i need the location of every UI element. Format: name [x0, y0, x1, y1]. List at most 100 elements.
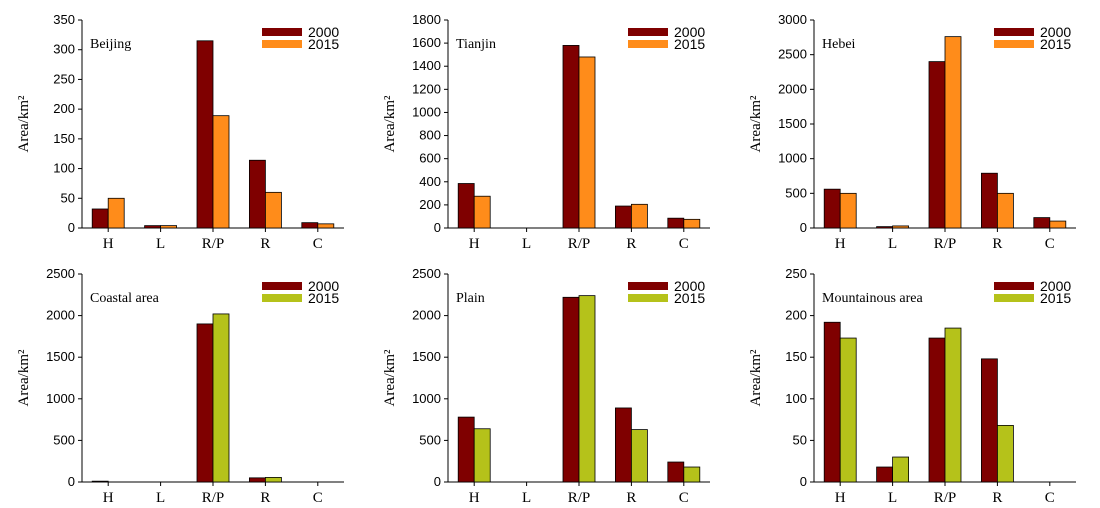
x-tick-label: H — [103, 490, 114, 506]
y-tick-label: 1200 — [412, 81, 441, 96]
bar-2015-h — [839, 192, 857, 229]
y-axis-title: Area/km² — [748, 95, 764, 152]
bar-2015-r-p — [944, 36, 962, 229]
bar-2000-l — [144, 225, 162, 229]
chart-svg: 0 500 1000 1500 2000 2500 3000 Area/km² H L R/P R C H… — [748, 12, 1076, 252]
x-tick-label: R/P — [202, 236, 225, 252]
bar-2015-c — [1049, 220, 1067, 229]
bar-2015-r — [264, 477, 282, 483]
y-tick-label: 200 — [785, 308, 807, 323]
chart-title: Coastal area — [90, 291, 160, 306]
bar-2000-r-p — [928, 61, 946, 229]
legend-swatch-2015 — [994, 40, 1034, 48]
x-tick-label: R — [992, 490, 1002, 506]
chart-svg: 0 500 1000 1500 2000 2500 Area/km² H L R/P R C Coast… — [16, 266, 344, 506]
x-tick-label: R/P — [934, 490, 957, 506]
legend-label-2015: 2015 — [674, 36, 705, 52]
y-tick-label: 1500 — [46, 349, 75, 364]
y-tick-label: 2000 — [46, 308, 75, 323]
y-tick-label: 500 — [785, 185, 807, 200]
legend-label-2015: 2015 — [1040, 290, 1071, 306]
legend-label-2015: 2015 — [308, 290, 339, 306]
bar-2015-h — [473, 428, 491, 483]
x-tick-label: L — [888, 236, 897, 252]
legend-label-2000: 2000 — [308, 278, 339, 294]
x-tick-label: L — [156, 236, 165, 252]
y-tick-label: 1000 — [412, 104, 441, 119]
chart-title: Tianjin — [456, 37, 496, 52]
y-tick-label: 0 — [434, 474, 441, 489]
bar-2015-r — [630, 429, 648, 483]
y-tick-label: 2000 — [778, 81, 807, 96]
chart-title: Hebei — [822, 37, 856, 52]
y-tick-label: 250 — [53, 71, 75, 86]
chart-svg: 0 50 100 150 200 250 Area/km² H L R/P R C Mountainou… — [748, 266, 1076, 506]
y-tick-label: 400 — [419, 174, 441, 189]
legend-swatch-2000 — [262, 282, 302, 290]
legend-swatch-2015 — [262, 294, 302, 302]
x-tick-label: H — [103, 236, 114, 252]
x-tick-label: C — [313, 490, 323, 506]
legend-swatch-2015 — [628, 40, 668, 48]
y-tick-label: 50 — [61, 190, 75, 205]
y-tick-label: 800 — [419, 128, 441, 143]
bar-2000-h — [91, 480, 109, 483]
x-tick-label: C — [1045, 490, 1055, 506]
legend-swatch-2000 — [262, 28, 302, 36]
legend-label-2000: 2000 — [1040, 278, 1071, 294]
x-tick-label: L — [522, 236, 531, 252]
x-tick-label: R — [626, 490, 636, 506]
bar-2000-c — [301, 222, 319, 229]
x-tick-label: C — [313, 236, 323, 252]
bar-2015-c — [683, 218, 701, 229]
y-tick-label: 150 — [785, 349, 807, 364]
y-tick-label: 0 — [68, 220, 75, 235]
y-axis-title: Area/km² — [382, 95, 398, 152]
bar-2000-r — [248, 477, 266, 483]
bar-2000-r — [614, 205, 632, 229]
y-axis-title: Area/km² — [16, 349, 32, 406]
y-axis-title: Area/km² — [382, 349, 398, 406]
bar-2015-l — [892, 456, 910, 483]
x-tick-label: C — [1045, 236, 1055, 252]
y-tick-label: 50 — [793, 432, 807, 447]
x-tick-label: L — [156, 490, 165, 506]
bar-2015-r — [996, 192, 1014, 229]
y-tick-label: 350 — [53, 12, 75, 27]
y-tick-label: 300 — [53, 42, 75, 57]
y-tick-label: 1800 — [412, 12, 441, 27]
y-tick-label: 1000 — [46, 391, 75, 406]
bar-2015-r — [996, 425, 1014, 483]
chart-panel-hebei: 0 500 1000 1500 2000 2500 3000 Area/km² H L R/P R C H… — [732, 0, 1098, 254]
y-tick-label: 0 — [68, 474, 75, 489]
bar-2000-r — [614, 407, 632, 483]
y-tick-label: 1000 — [412, 391, 441, 406]
legend-swatch-2015 — [628, 294, 668, 302]
legend-swatch-2015 — [994, 294, 1034, 302]
legend-label-2000: 2000 — [674, 24, 705, 40]
chart-panel-mountainous-area: 0 50 100 150 200 250 Area/km² H L R/P R C Mountainou… — [732, 254, 1098, 508]
bar-2000-r-p — [196, 40, 214, 229]
y-tick-label: 0 — [800, 220, 807, 235]
y-tick-label: 500 — [53, 432, 75, 447]
bar-2015-c — [683, 466, 701, 483]
x-tick-label: R/P — [568, 236, 591, 252]
bar-2000-c — [667, 461, 685, 483]
y-tick-label: 100 — [53, 161, 75, 176]
bar-2015-r-p — [578, 56, 596, 229]
chart-panel-plain: 0 500 1000 1500 2000 2500 Area/km² H L R/P R C Plain… — [366, 254, 732, 508]
bar-2015-h — [107, 197, 125, 229]
legend-label-2000: 2000 — [1040, 24, 1071, 40]
chart-title: Mountainous area — [822, 291, 923, 306]
legend-label-2015: 2015 — [308, 36, 339, 52]
y-tick-label: 1500 — [412, 349, 441, 364]
bar-2015-r-p — [212, 313, 230, 483]
x-tick-label: R/P — [202, 490, 225, 506]
chart-svg: 0 500 1000 1500 2000 2500 Area/km² H L R/P R C Plain… — [382, 266, 710, 506]
x-tick-label: R/P — [568, 490, 591, 506]
chart-panel-coastal-area: 0 500 1000 1500 2000 2500 Area/km² H L R/P R C Coast… — [0, 254, 366, 508]
x-tick-label: L — [522, 490, 531, 506]
legend-swatch-2015 — [262, 40, 302, 48]
bar-2000-h — [457, 416, 475, 483]
chart-title: Plain — [456, 291, 485, 306]
